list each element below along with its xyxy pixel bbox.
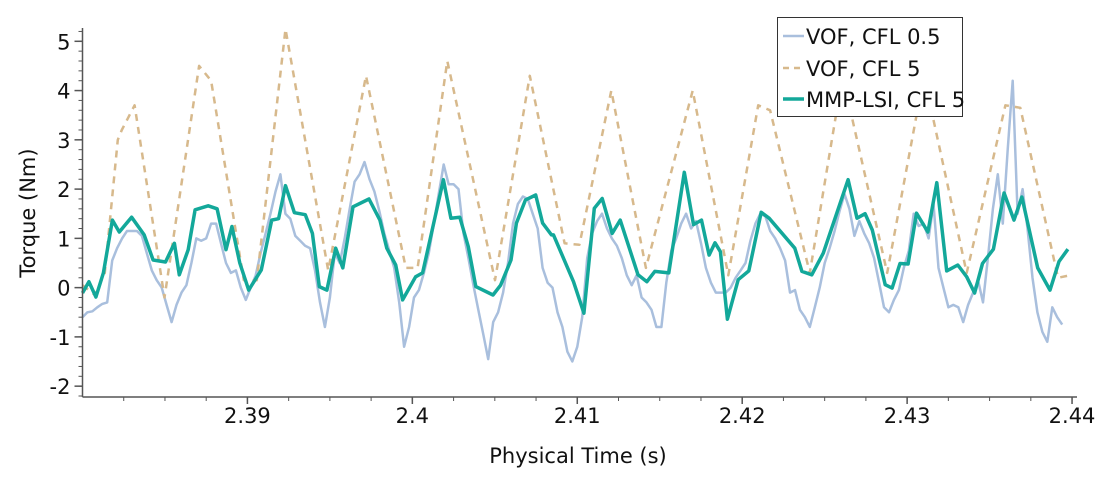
y-tick-label: 2 (57, 178, 70, 202)
legend-label-vof-cfl-0-5: VOF, CFL 0.5 (806, 25, 940, 49)
legend: VOF, CFL 0.5 VOF, CFL 5 MMP-LSI, CFL 5 (777, 17, 965, 117)
x-tick-label: 2.42 (719, 404, 766, 428)
y-axis-title: Torque (Nm) (16, 148, 40, 278)
y-tick-label: 0 (57, 277, 70, 301)
legend-label-mmp-lsi-cfl-5: MMP-LSI, CFL 5 (806, 88, 965, 112)
y-tick-label: -1 (50, 326, 71, 350)
x-tick-label: 2.4 (396, 404, 429, 428)
y-tick-label: 3 (57, 129, 70, 153)
y-tick-label: 4 (57, 80, 70, 104)
axes (81, 28, 1077, 398)
ticks: 2.39 2.4 2.41 2.42 2.43 2.44 5 4 3 2 1 0 -1 -2 (50, 30, 1096, 428)
series-line-vof-cfl-5 (81, 27, 1071, 299)
series-layer (80, 27, 1071, 363)
x-axis-title: Physical Time (s) (489, 444, 667, 468)
legend-label-vof-cfl-5: VOF, CFL 5 (806, 57, 920, 81)
x-tick-label: 2.41 (554, 404, 601, 428)
x-tick-label: 2.39 (224, 404, 271, 428)
y-tick-label: 1 (57, 227, 70, 251)
series-line-mmp-lsi-cfl-5 (80, 170, 1070, 321)
x-tick-label: 2.43 (884, 404, 931, 428)
x-tick-label: 2.44 (1049, 404, 1096, 428)
y-tick-label: -2 (50, 375, 71, 399)
series-line-vof-cfl-0-5 (81, 79, 1064, 363)
y-tick-label: 5 (57, 30, 70, 54)
legend-box (777, 17, 963, 117)
